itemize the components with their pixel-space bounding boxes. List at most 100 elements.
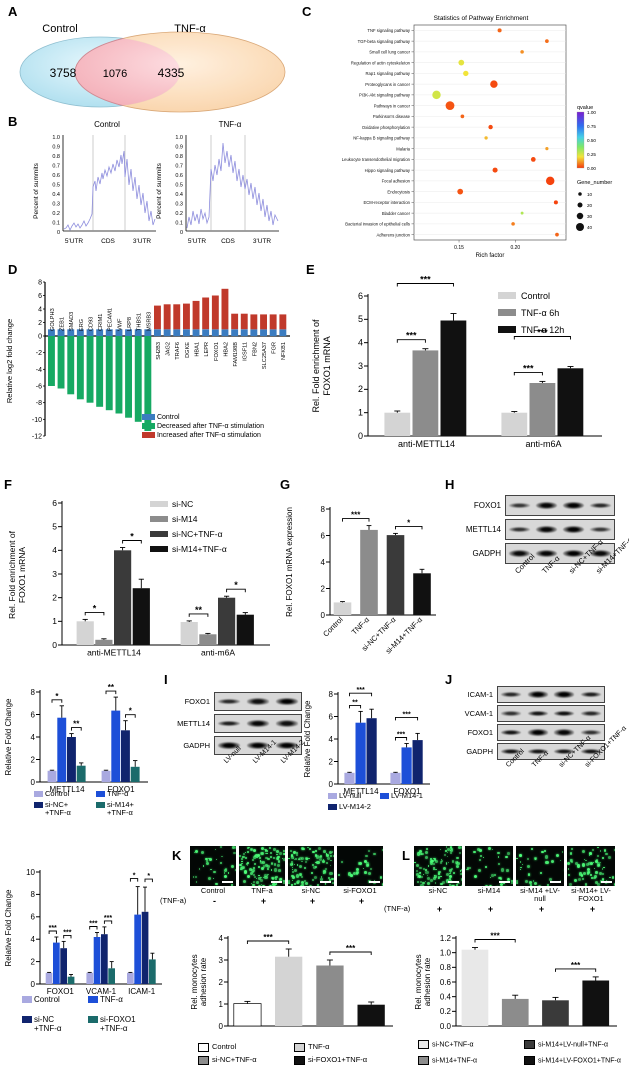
legend-label-control: Control	[156, 414, 180, 421]
svg-text:8: 8	[31, 890, 36, 899]
fluorescence-image-label: si-NC	[301, 886, 321, 895]
blot-band	[501, 729, 522, 736]
svg-text:1: 1	[358, 407, 363, 417]
legend-swatch-control	[142, 414, 155, 421]
svg-text:Control: Control	[45, 789, 70, 798]
svg-text:*: *	[407, 518, 411, 527]
blot-band	[580, 691, 601, 698]
svg-text:-10: -10	[32, 417, 42, 424]
yaxis-label-tnf: Percent of summits	[156, 162, 163, 218]
svg-text:5: 5	[52, 521, 57, 531]
svg-text:CDS: CDS	[221, 238, 235, 245]
svg-text:LV-M14-1: LV-M14-1	[391, 791, 423, 800]
svg-text:30: 30	[587, 214, 593, 219]
svg-text:TNF signaling pathway: TNF signaling pathway	[367, 28, 410, 33]
fluorescence-image	[516, 846, 564, 886]
svg-text:CRIM1: CRIM1	[98, 314, 104, 331]
svg-text:1: 1	[219, 1000, 224, 1009]
svg-text:PI3K-Akt signaling pathway: PI3K-Akt signaling pathway	[359, 93, 411, 98]
svg-text:***: ***	[63, 929, 71, 936]
blot-band	[509, 527, 530, 532]
svg-text:0.8: 0.8	[175, 154, 183, 160]
svg-text:5'UTR: 5'UTR	[188, 238, 207, 245]
svg-text:Hippo signaling pathway: Hippo signaling pathway	[365, 168, 411, 173]
panel-k-legend-item: si-FOXO1+TNF-α	[294, 1055, 367, 1065]
blot-band	[527, 691, 548, 698]
blot-label-vcam-1: VCAM-1	[464, 709, 493, 718]
svg-text:*: *	[147, 873, 150, 880]
svg-text:0.15: 0.15	[454, 245, 464, 251]
svg-text:FBN2: FBN2	[252, 342, 258, 356]
svg-text:ICAM-1: ICAM-1	[128, 987, 156, 996]
blot-band	[563, 549, 584, 558]
svg-text:6: 6	[52, 498, 57, 508]
svg-text:8: 8	[31, 688, 36, 697]
svg-text:0.9: 0.9	[175, 145, 183, 151]
svg-text:**: **	[73, 720, 80, 729]
blot-band	[554, 710, 575, 717]
fluorescence-image-label: Control	[200, 886, 226, 895]
svg-text:TNF-α 12h: TNF-α 12h	[521, 325, 564, 335]
condition-value: +	[487, 903, 494, 914]
svg-text:Oxidative phosphorylation: Oxidative phosphorylation	[362, 125, 411, 130]
svg-text:Rel. FOXO1 mRNA expression: Rel. FOXO1 mRNA expression	[285, 507, 294, 617]
blot-band	[527, 710, 548, 717]
panel-k-chart: 01234ControlTNF-αsi-NC+TNF-αsi-FOXO1+TNF…	[190, 933, 393, 1031]
svg-text:Small cell lung cancer: Small cell lung cancer	[369, 50, 410, 55]
blot-band-row	[214, 692, 302, 711]
legend-swatch-increased	[142, 432, 155, 439]
blot-band	[554, 748, 575, 755]
svg-text:2: 2	[38, 320, 42, 327]
blot-band	[580, 730, 601, 735]
svg-text:0.5: 0.5	[52, 183, 60, 189]
svg-text:TNF-α 6h: TNF-α 6h	[521, 308, 559, 318]
svg-text:Parkinson's disease: Parkinson's disease	[373, 114, 411, 119]
panel-l-label: L	[402, 848, 410, 863]
fluorescence-image-label: si-M14 +LV-null	[520, 886, 560, 903]
svg-text:1.0: 1.0	[52, 135, 60, 141]
blot-band	[218, 698, 241, 705]
svg-text:***: ***	[104, 915, 112, 922]
metagene-plot-tnf: Percent of summits 1.0 0.9 0.8 0.7 0.6 0.5 0…	[156, 135, 279, 245]
svg-text:-2: -2	[36, 350, 42, 357]
svg-text:0.00: 0.00	[587, 166, 596, 171]
condition-value: +	[589, 903, 596, 914]
svg-text:0.75: 0.75	[587, 124, 596, 129]
panel-j-bottom: Relative Fold Change 0 2 4 6 8 10 FOXO1 VCAM-1 IC…	[0, 844, 170, 1070]
blot-band	[563, 525, 584, 534]
panel-h: H FOXO1 METTL14 GADPH Control TNF-α si-NC+TNF…	[443, 477, 629, 672]
blot-band	[554, 691, 575, 698]
blot-band	[247, 720, 269, 727]
svg-text:TNF-α: TNF-α	[350, 615, 372, 637]
svg-text:*: *	[129, 707, 133, 716]
blot-band-row	[214, 714, 302, 733]
blot-band-row	[497, 705, 605, 722]
svg-text:***: ***	[397, 732, 405, 739]
svg-text:0: 0	[219, 1022, 224, 1031]
svg-text:LV-null: LV-null	[339, 791, 362, 800]
svg-text:6: 6	[31, 913, 36, 922]
svg-text:0.5: 0.5	[175, 183, 183, 189]
svg-text:***: ***	[357, 687, 365, 694]
condition-value: -	[213, 895, 216, 906]
svg-text:si-NC++TNF-α: si-NC+ +TNF-α	[45, 800, 71, 817]
svg-text:-12: -12	[32, 434, 42, 441]
svg-text:0.2: 0.2	[52, 211, 60, 217]
svg-text:1.0: 1.0	[440, 948, 452, 957]
svg-text:10: 10	[587, 192, 593, 197]
svg-text:2: 2	[31, 755, 36, 764]
svg-text:TRAF6: TRAF6	[175, 342, 181, 360]
svg-text:0.2: 0.2	[175, 211, 183, 217]
svg-text:***: ***	[346, 944, 356, 953]
svg-text:GOLPH3: GOLPH3	[50, 308, 56, 331]
panel-a-label: A	[8, 4, 18, 19]
svg-text:0.6: 0.6	[52, 173, 60, 179]
svg-text:si-NC+TNF-α: si-NC+TNF-α	[172, 529, 223, 539]
blot-band	[580, 711, 601, 716]
panel-d-legend: Control Decreased after TNF-α stimulatio…	[142, 414, 264, 439]
condition-value: +	[358, 895, 365, 906]
panel-d-chart: Relative log2 fold change 8 6 4 2 0 -2 -4 -6 -8 -…	[5, 280, 290, 441]
svg-text:2: 2	[52, 592, 57, 602]
fluorescence-image-label: si-M14	[477, 886, 501, 895]
